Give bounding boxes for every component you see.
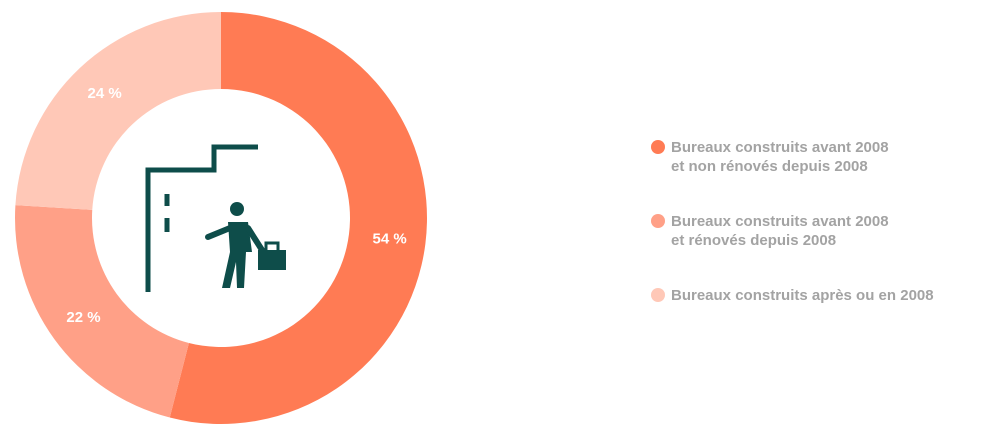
slice — [169, 12, 427, 424]
legend-item: Bureaux construits avant 2008 et non rén… — [651, 138, 934, 176]
legend-swatch — [651, 288, 665, 302]
legend-item: Bureaux construits après ou en 2008 — [651, 286, 934, 305]
slice — [15, 12, 221, 210]
value-label: 54 % — [373, 230, 407, 247]
legend-label: Bureaux construits avant 2008 et rénovés… — [671, 213, 889, 249]
legend-label: Bureaux construits avant 2008 et non rén… — [671, 139, 889, 175]
legend-swatch — [651, 140, 665, 154]
icon — [145, 144, 286, 292]
legend-item: Bureaux construits avant 2008 et rénovés… — [651, 212, 934, 250]
value-label: 22 % — [66, 309, 100, 326]
value-label: 24 % — [88, 85, 122, 102]
legend: Bureaux construits avant 2008 et non rén… — [651, 138, 934, 341]
legend-label: Bureaux construits après ou en 2008 — [671, 287, 934, 304]
slice — [15, 205, 189, 418]
legend-swatch — [651, 214, 665, 228]
